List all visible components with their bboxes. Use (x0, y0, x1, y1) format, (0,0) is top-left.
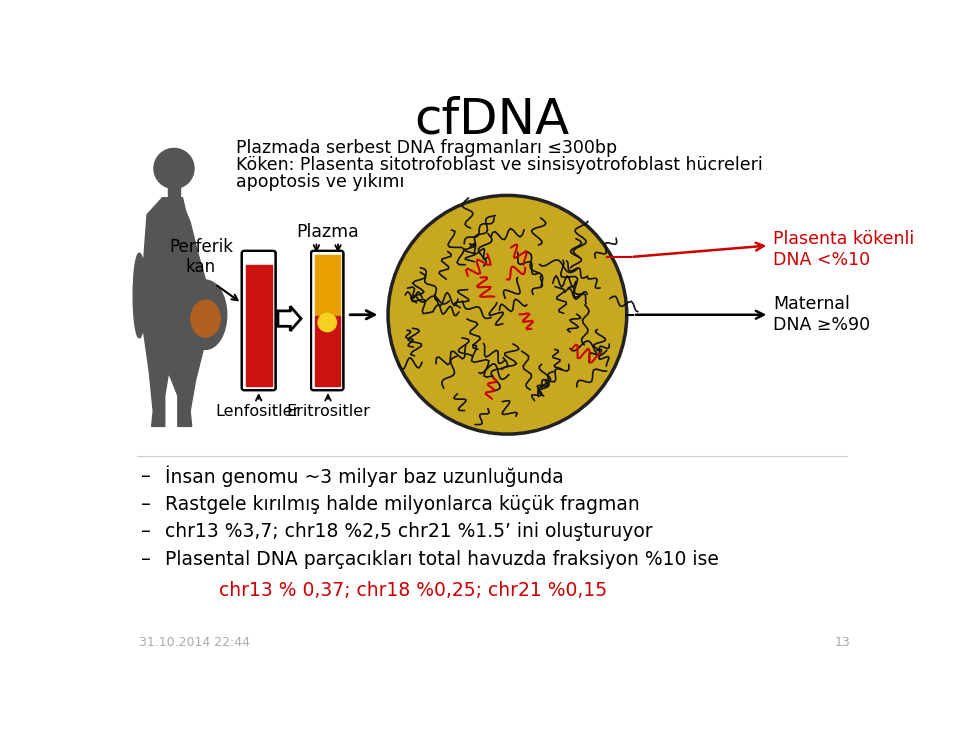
Text: Plazmada serbest DNA fragmanları ≤300bp: Plazmada serbest DNA fragmanları ≤300bp (236, 139, 617, 157)
Circle shape (318, 313, 336, 331)
Ellipse shape (184, 280, 227, 350)
FancyArrow shape (278, 307, 301, 331)
Ellipse shape (133, 253, 146, 338)
Circle shape (154, 148, 194, 188)
Text: chr13 % 0,37; chr18 %0,25; chr21 %0,15: chr13 % 0,37; chr18 %0,25; chr21 %0,15 (219, 581, 607, 600)
Text: Lenfositler: Lenfositler (215, 404, 300, 418)
Bar (168, 185, 180, 199)
Text: Rastgele kırılmış halde milyonlarca küçük fragman: Rastgele kırılmış halde milyonlarca küçü… (165, 495, 639, 514)
Text: –: – (140, 467, 151, 486)
Polygon shape (139, 198, 208, 426)
Bar (315, 315, 340, 386)
Text: 31.10.2014 22:44: 31.10.2014 22:44 (139, 636, 251, 648)
Ellipse shape (191, 300, 220, 337)
FancyBboxPatch shape (311, 251, 344, 391)
Text: –: – (140, 523, 151, 542)
Text: Perferik
kan: Perferik kan (169, 237, 233, 277)
Circle shape (388, 196, 627, 434)
Text: –: – (140, 550, 151, 569)
Text: apoptosis ve yıkımı: apoptosis ve yıkımı (236, 172, 405, 191)
Text: Plazma: Plazma (296, 223, 359, 242)
Bar (246, 266, 272, 386)
Text: Maternal
DNA ≥%90: Maternal DNA ≥%90 (773, 296, 870, 334)
Text: Köken: Plasenta sitotrofoblast ve sinsisyotrofoblast hücreleri: Köken: Plasenta sitotrofoblast ve sinsis… (236, 155, 763, 174)
Text: İnsan genomu ~3 milyar baz uzunluğunda: İnsan genomu ~3 milyar baz uzunluğunda (165, 466, 564, 487)
Bar (315, 255, 340, 315)
Text: cfDNA: cfDNA (415, 96, 569, 144)
FancyBboxPatch shape (242, 251, 276, 391)
Text: 13: 13 (834, 636, 850, 648)
Text: –: – (140, 495, 151, 514)
Text: Eritrositler: Eritrositler (286, 404, 370, 418)
Text: Plasenta kökenli
DNA <%10: Plasenta kökenli DNA <%10 (773, 230, 914, 269)
Text: chr13 %3,7; chr18 %2,5 chr21 %1.5’ ini oluşturuyor: chr13 %3,7; chr18 %2,5 chr21 %1.5’ ini o… (165, 523, 653, 542)
Text: Plasental DNA parçacıkları total havuzda fraksiyon %10 ise: Plasental DNA parçacıkları total havuzda… (165, 550, 719, 569)
